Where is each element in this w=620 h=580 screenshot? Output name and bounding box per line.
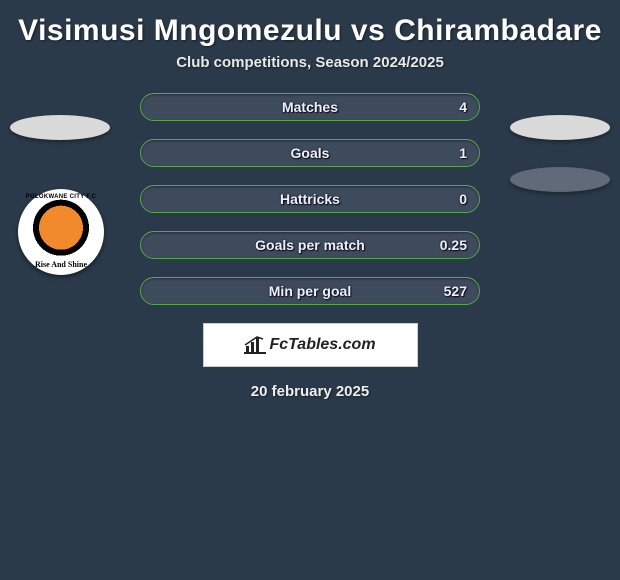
player-left-club-badge: POLOKWANE CITY F.C Rise And Shine <box>18 189 104 275</box>
stat-row-goals: Goals 1 <box>140 139 480 167</box>
stat-label: Min per goal <box>269 283 351 299</box>
stat-row-goals-per-match: Goals per match 0.25 <box>140 231 480 259</box>
brand-box[interactable]: FcTables.com <box>203 323 418 367</box>
comparison-panel: POLOKWANE CITY F.C Rise And Shine Matche… <box>0 93 620 400</box>
club-badge-top-text: POLOKWANE CITY F.C <box>18 194 104 200</box>
club-badge-bottom-text: Rise And Shine <box>18 260 104 269</box>
bar-chart-icon <box>244 336 266 354</box>
stat-value-right: 527 <box>444 283 467 299</box>
snapshot-date: 20 february 2025 <box>10 383 610 400</box>
stat-value-right: 4 <box>459 99 467 115</box>
stat-row-matches: Matches 4 <box>140 93 480 121</box>
player-right-club-placeholder <box>510 167 610 192</box>
stat-value-right: 0.25 <box>440 237 467 253</box>
page-subtitle: Club competitions, Season 2024/2025 <box>0 54 620 93</box>
stats-bars: Matches 4 Goals 1 Hattricks 0 Goals per … <box>140 93 480 305</box>
stat-value-right: 0 <box>459 191 467 207</box>
page-title: Visimusi Mngomezulu vs Chirambadare <box>0 0 620 54</box>
stat-label: Hattricks <box>280 191 340 207</box>
stat-value-right: 1 <box>459 145 467 161</box>
stat-label: Goals <box>291 145 330 161</box>
stat-row-min-per-goal: Min per goal 527 <box>140 277 480 305</box>
player-right-avatar-placeholder <box>510 115 610 140</box>
stat-label: Goals per match <box>255 237 365 253</box>
player-left-avatar-placeholder <box>10 115 110 140</box>
brand-text: FcTables.com <box>269 336 375 354</box>
stat-row-hattricks: Hattricks 0 <box>140 185 480 213</box>
stat-label: Matches <box>282 99 338 115</box>
